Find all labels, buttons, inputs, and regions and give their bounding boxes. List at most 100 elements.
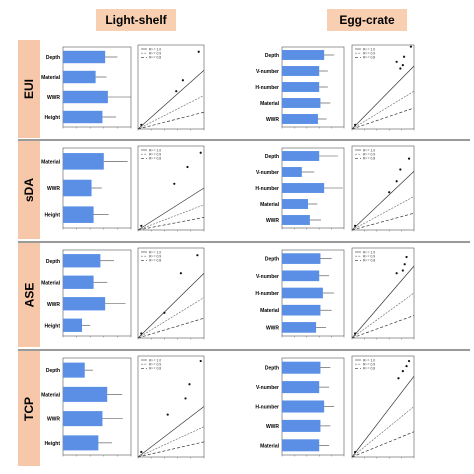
fit-line — [351, 265, 415, 339]
bar — [282, 82, 320, 92]
legend-label: R² = 0.9 — [149, 363, 161, 367]
bar-category-label: H-number — [255, 186, 279, 192]
data-point — [399, 67, 402, 70]
bar-category-label: Material — [41, 159, 61, 165]
legend-label: R² = 1.0 — [149, 250, 161, 254]
fit-line — [351, 292, 415, 339]
bar — [282, 400, 325, 413]
fit-line — [137, 272, 205, 339]
bar — [63, 179, 92, 197]
bar-chart-frame — [62, 357, 132, 456]
data-point — [140, 332, 143, 335]
bar — [63, 275, 94, 289]
scatter-frame — [137, 247, 205, 339]
data-point — [405, 255, 408, 259]
bar — [282, 439, 320, 452]
bar-category-label: WWR — [47, 417, 60, 423]
data-point — [140, 450, 143, 454]
bar-category-label: WWR — [47, 95, 60, 101]
header-egg-crate: Egg-crate — [327, 9, 407, 31]
legend-label: R² = 0.8 — [363, 367, 375, 371]
data-point — [196, 254, 199, 257]
bar-category-label: Height — [44, 115, 60, 121]
bar — [63, 435, 99, 451]
bar — [282, 167, 302, 177]
bar — [282, 322, 317, 333]
bar-category-label: WWR — [266, 218, 279, 224]
fit-line — [351, 315, 415, 339]
data-point — [140, 123, 143, 126]
bar — [63, 362, 85, 378]
legend-label: R² = 0.8 — [149, 56, 161, 60]
row-label-tcp: TCP — [18, 351, 40, 466]
header-light-shelf: Light-shelf — [96, 9, 176, 31]
scatter-frame — [351, 44, 415, 130]
bar-category-label: Height — [44, 323, 60, 329]
bar — [282, 50, 325, 60]
data-point — [184, 397, 187, 400]
bar-category-label: Depth — [46, 259, 60, 265]
legend-label: R² = 0.8 — [363, 157, 375, 161]
legend-label: R² = 0.9 — [149, 52, 161, 56]
data-point — [354, 450, 357, 454]
fit-line — [137, 204, 205, 231]
bar-category-label: H-number — [255, 85, 279, 91]
data-point — [401, 269, 404, 272]
data-point — [163, 311, 166, 314]
data-point — [166, 413, 169, 416]
data-point — [354, 224, 357, 227]
data-point — [405, 365, 408, 368]
fit-line — [351, 196, 415, 231]
bar-category-label: Depth — [46, 368, 60, 374]
legend-label: R² = 0.8 — [149, 259, 161, 263]
legend-label: R² = 1.0 — [149, 148, 161, 152]
row-label-eui: EUI — [18, 40, 40, 138]
fit-line — [351, 212, 415, 231]
bar-category-label: Depth — [265, 366, 279, 372]
bar — [282, 287, 323, 299]
legend-label: R² = 1.0 — [149, 358, 161, 362]
bar-category-label: Material — [260, 443, 280, 449]
bar-category-label: Height — [44, 213, 60, 219]
fit-line — [137, 187, 205, 231]
legend-label: R² = 1.0 — [363, 358, 375, 362]
row-separator — [18, 349, 470, 351]
bar-category-label: Material — [260, 202, 280, 208]
bar — [63, 110, 103, 124]
bar — [282, 183, 325, 193]
bar-category-label: Material — [41, 280, 61, 286]
legend-label: R² = 1.0 — [149, 47, 161, 51]
scatter-frame — [351, 355, 415, 458]
bar — [63, 318, 83, 332]
fit-line — [137, 441, 205, 458]
bar — [282, 151, 320, 161]
bar-category-label: Material — [41, 392, 61, 398]
bar — [63, 206, 94, 223]
bar — [63, 70, 96, 84]
legend-label: R² = 0.9 — [363, 52, 375, 56]
data-point — [197, 50, 200, 53]
legend-label: R² = 1.0 — [363, 250, 375, 254]
data-point — [409, 45, 412, 48]
data-point — [397, 377, 400, 380]
legend-label: R² = 0.9 — [363, 255, 375, 259]
bar — [282, 381, 320, 394]
data-point — [401, 64, 404, 67]
row-separator — [18, 241, 470, 243]
row-separator — [18, 139, 470, 141]
bar-category-label: Depth — [46, 55, 60, 61]
fit-line — [137, 317, 205, 339]
row-label-sda: sDA — [18, 141, 40, 239]
fit-line — [351, 406, 415, 458]
bar-category-label: WWR — [47, 302, 60, 308]
data-point — [173, 182, 176, 185]
data-point — [403, 263, 406, 266]
fit-line — [351, 375, 415, 458]
bar-category-label: H-number — [255, 405, 279, 411]
bar — [63, 90, 108, 104]
bar-chart-frame — [62, 46, 132, 128]
legend-label: R² = 0.8 — [149, 367, 161, 371]
legend-label: R² = 0.9 — [363, 363, 375, 367]
bar-category-label: Material — [260, 101, 280, 107]
